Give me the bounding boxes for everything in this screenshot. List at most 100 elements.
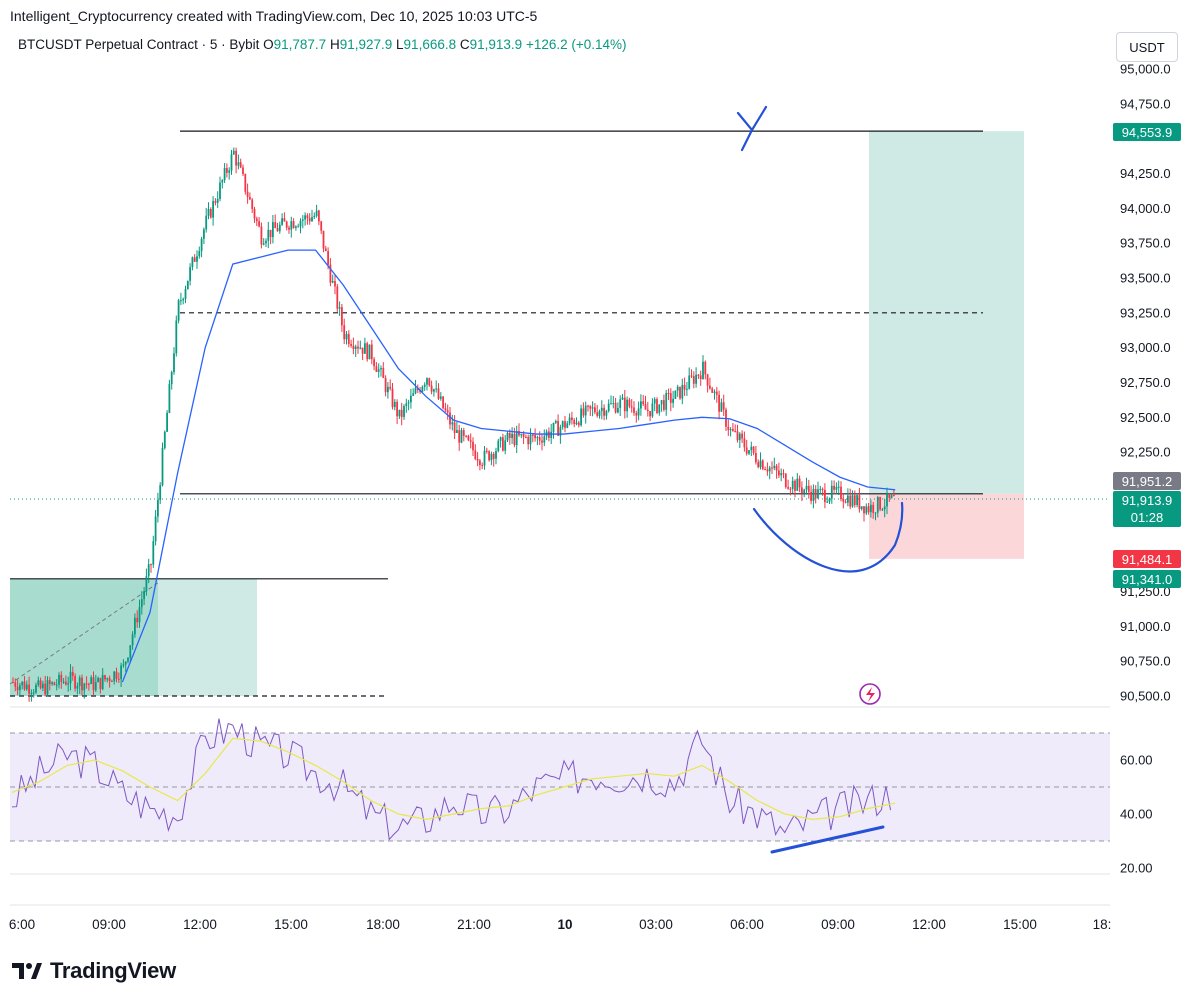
candle-body (646, 409, 649, 412)
candle-body (246, 191, 249, 197)
candle-body (124, 661, 127, 665)
candle-body (715, 391, 718, 395)
candle-body (580, 408, 582, 426)
candle-body (71, 671, 74, 677)
candle-body (180, 300, 182, 302)
price-tick-label: 93,000.0 (1120, 340, 1171, 355)
candle-body (780, 473, 783, 476)
candle-body (515, 431, 518, 445)
candle-body (177, 300, 180, 321)
candle-body (301, 219, 304, 221)
candle-body (267, 229, 270, 241)
candle-body (175, 320, 178, 354)
candle-body (688, 375, 691, 389)
tradingview-icon (12, 963, 42, 979)
symbol-name[interactable]: BTCUSDT Perpetual Contract · 5 · Bybit (18, 37, 260, 52)
candle-body (55, 684, 58, 686)
time-tick-label: 06:00 (730, 917, 764, 932)
time-tick-label: 03:00 (639, 917, 673, 932)
currency-button[interactable]: USDT (1116, 32, 1178, 62)
candle-body (591, 407, 594, 409)
candle-body (575, 422, 578, 425)
candle-body (476, 458, 479, 461)
candle-body (373, 359, 375, 367)
candle-body (851, 495, 854, 507)
candle-body (334, 281, 336, 287)
candle-body (490, 453, 493, 461)
candle-body (748, 450, 750, 454)
time-tick-label: 09:00 (821, 917, 855, 932)
candle-body (329, 264, 332, 283)
candle-body (633, 407, 635, 413)
candle-body (115, 671, 118, 679)
candle-body (534, 435, 536, 439)
candle-body (134, 617, 136, 635)
candle-body (120, 665, 122, 680)
candle-body (444, 408, 447, 411)
price-tick-label: 92,500.0 (1120, 410, 1171, 425)
candle-body (867, 506, 870, 513)
candle-body (557, 421, 559, 436)
candle-body (559, 427, 562, 436)
candle-body (223, 168, 226, 181)
candle-body (456, 430, 458, 433)
candle-body (311, 217, 313, 222)
candle-body (745, 447, 748, 454)
candle-body (21, 681, 24, 686)
candle-body (421, 386, 424, 392)
candle-body (527, 437, 530, 445)
candle-body (242, 167, 244, 174)
candle-body (364, 343, 366, 354)
candle-body (410, 395, 412, 403)
candle-body (113, 671, 116, 682)
candle-body (773, 465, 776, 469)
candle-body (513, 433, 516, 445)
candle-body (492, 453, 495, 459)
candle-body (25, 684, 28, 690)
candle-body (805, 485, 808, 490)
candle-body (67, 683, 70, 685)
candle-body (840, 486, 842, 500)
candle-body (207, 209, 210, 216)
candle-body (361, 347, 364, 354)
candle-body (88, 683, 90, 685)
candle-body (387, 386, 389, 393)
candle-body (472, 441, 474, 451)
candle-body (538, 437, 541, 441)
moving-average-line (121, 249, 896, 683)
candle-body (193, 257, 196, 262)
candle-body (617, 408, 619, 413)
candle-body (603, 407, 605, 416)
candle-body (262, 243, 265, 245)
candle-body (283, 218, 286, 222)
candle-body (860, 506, 863, 510)
candle-body (522, 433, 525, 437)
candle-body (285, 221, 288, 228)
candle-body (736, 431, 739, 441)
candle-body (610, 403, 612, 405)
candle-body (699, 375, 702, 380)
candle-body (893, 495, 895, 497)
candle-body (37, 680, 40, 685)
candle-body (495, 451, 497, 459)
candle-body (529, 434, 532, 445)
candle-body (594, 407, 596, 413)
candle-body (807, 485, 810, 492)
candle-body (607, 403, 610, 412)
candle-body (117, 678, 120, 680)
candle-body (274, 222, 277, 229)
candle-body (824, 489, 826, 503)
candle-body (674, 390, 677, 399)
candle-body (435, 388, 438, 390)
candle-body (168, 384, 171, 413)
candle-body (817, 489, 819, 499)
candle-body (798, 478, 801, 488)
candle-body (396, 401, 398, 417)
candle-body (881, 509, 884, 511)
candle-body (858, 495, 861, 510)
candle-body (101, 675, 104, 690)
candle-body (511, 433, 513, 439)
tradingview-logo[interactable]: TradingView (12, 958, 176, 984)
candle-body (297, 226, 300, 228)
